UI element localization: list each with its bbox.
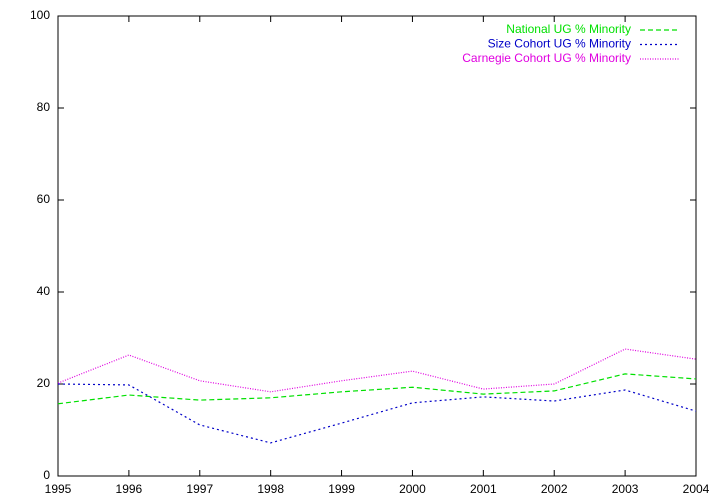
series-line <box>57 348 697 393</box>
legend-label: Carnegie Cohort UG % Minority <box>462 51 631 65</box>
series-line <box>57 383 697 444</box>
y-tick-label: 0 <box>43 468 50 482</box>
x-tick-label: 1998 <box>257 482 284 496</box>
y-tick-label: 60 <box>37 192 51 206</box>
legend-label: National UG % Minority <box>506 22 631 36</box>
x-tick-label: 1996 <box>116 482 143 496</box>
y-tick-label: 20 <box>37 376 51 390</box>
y-tick-label: 40 <box>37 284 51 298</box>
x-tick-label: 1997 <box>186 482 213 496</box>
x-tick-label: 2000 <box>399 482 426 496</box>
y-tick-label: 80 <box>37 100 51 114</box>
plot-frame <box>57 15 697 477</box>
legend-label: Size Cohort UG % Minority <box>488 37 631 51</box>
y-tick-label: 100 <box>30 8 50 22</box>
x-tick-label: 2004 <box>683 482 710 496</box>
x-tick-label: 1995 <box>45 482 72 496</box>
x-tick-label: 2003 <box>612 482 639 496</box>
x-tick-label: 1999 <box>328 482 355 496</box>
series-line <box>57 373 697 405</box>
x-tick-label: 2001 <box>470 482 497 496</box>
x-tick-label: 2002 <box>541 482 568 496</box>
